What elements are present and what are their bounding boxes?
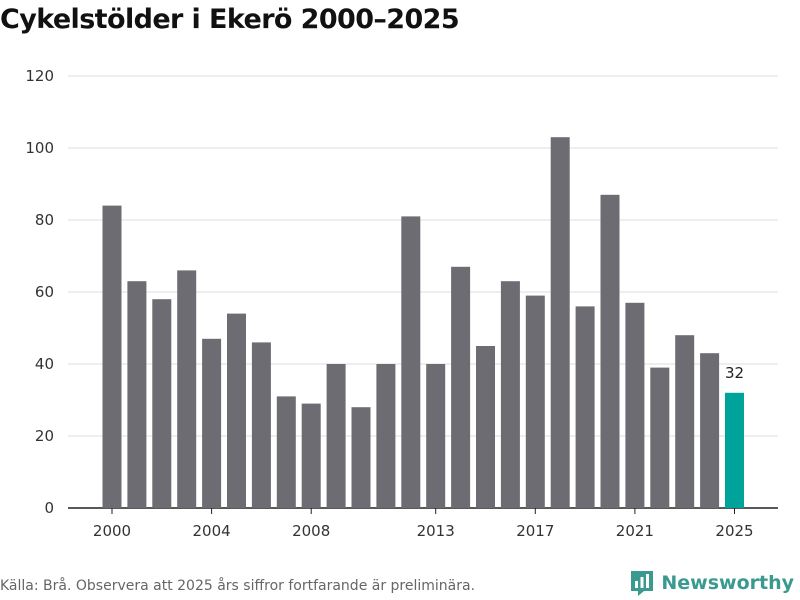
y-tick-label: 80 <box>35 211 54 229</box>
bars <box>102 137 744 509</box>
bar-2015 <box>476 346 495 508</box>
bar-2018 <box>550 137 570 508</box>
bar-2005 <box>227 313 246 508</box>
bar-2010 <box>351 407 371 508</box>
bar-2020 <box>600 194 620 509</box>
chart-title: Cykelstölder i Ekerö 2000–2025 <box>0 4 460 35</box>
brand-name: Newsworthy <box>661 572 794 594</box>
x-tick-label: 2025 <box>715 522 753 540</box>
x-tick-label: 2013 <box>417 522 455 540</box>
y-tick-label: 120 <box>25 67 54 85</box>
bar-2024 <box>700 353 720 508</box>
y-tick-label: 100 <box>25 139 54 157</box>
bar-2025 <box>725 392 744 508</box>
bar-2019 <box>575 306 595 508</box>
newsworthy-logo-icon <box>631 571 654 596</box>
source-note: Källa: Brå. Observera att 2025 års siffr… <box>0 578 476 594</box>
x-tick-label: 2017 <box>516 522 554 540</box>
bar-2002 <box>152 299 172 508</box>
bar-2021 <box>625 302 645 508</box>
grid-lines <box>68 75 778 509</box>
bar-2014 <box>451 266 471 508</box>
bar-2007 <box>276 396 296 508</box>
x-axis-ticks: 2000 2004 2008 2013 2017 2021 2025 <box>93 508 754 540</box>
bar-2009 <box>326 364 346 508</box>
x-tick-label: 2008 <box>292 522 330 540</box>
highlight-data-label: 32 <box>725 364 744 382</box>
bar-2003 <box>177 270 197 508</box>
y-tick-label: 60 <box>35 283 54 301</box>
bar-2012 <box>401 216 421 508</box>
bar-chart: 0 20 40 60 80 100 120 2000 2004 2008 2013 2017 2021… <box>25 67 778 540</box>
bar-2006 <box>251 342 271 508</box>
y-tick-label: 20 <box>35 427 54 445</box>
data-labels: 32 <box>725 364 744 382</box>
bar-2023 <box>675 335 695 508</box>
bar-2004 <box>202 338 222 508</box>
bar-2008 <box>301 403 321 508</box>
bar-2013 <box>426 364 446 508</box>
bar-2022 <box>650 367 670 508</box>
x-tick-label: 2021 <box>616 522 654 540</box>
bar-2017 <box>525 295 545 508</box>
brand: Newsworthy <box>629 569 794 597</box>
x-tick-label: 2004 <box>193 522 231 540</box>
bar-2000 <box>102 205 122 508</box>
x-tick-label: 2000 <box>93 522 131 540</box>
bar-2011 <box>376 364 396 508</box>
y-axis-ticks: 0 20 40 60 80 100 120 <box>25 67 54 517</box>
y-tick-label: 40 <box>35 355 54 373</box>
bar-2001 <box>127 281 147 508</box>
y-tick-label: 0 <box>44 499 54 517</box>
bar-2016 <box>500 281 520 508</box>
